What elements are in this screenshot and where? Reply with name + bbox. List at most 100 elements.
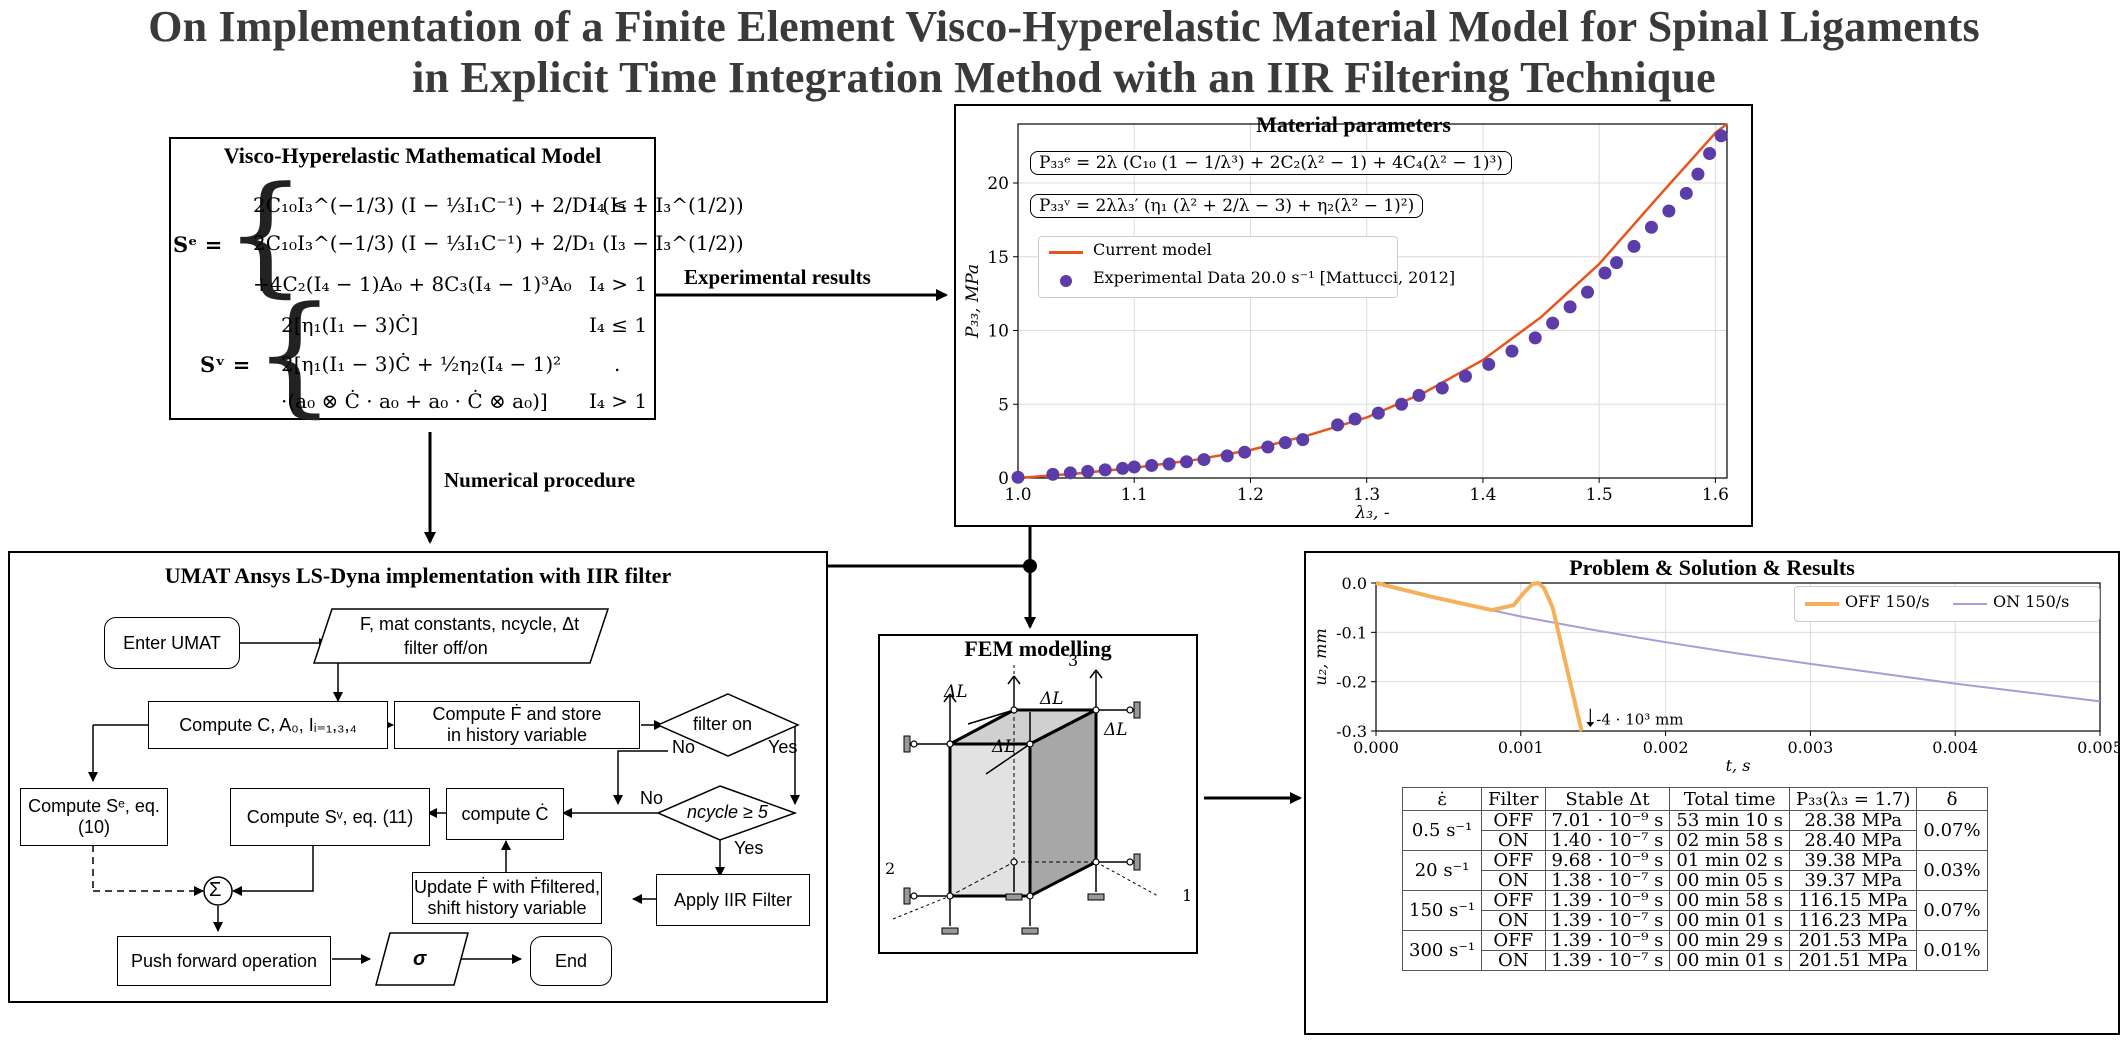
experimental-point [1714, 129, 1728, 143]
cell-delta: 0.07% [1916, 890, 1988, 931]
compute-fdot-node: Compute Ḟ and store in history variable [394, 701, 640, 749]
update-line-2: shift history variable [427, 898, 587, 918]
x-tick-label: 1.3 [1353, 485, 1380, 505]
filter-on-label: filter on [693, 714, 753, 734]
compute-cdot-node: compute Ċ [446, 788, 564, 840]
experimental-point [1546, 316, 1560, 330]
title-line-1: On Implementation of a Finite Element Vi… [148, 2, 1980, 51]
cell-filter: OFF [1481, 930, 1546, 951]
cell-dt: 1.40 · 10⁻⁷ s [1544, 830, 1671, 851]
experimental-point [1098, 463, 1112, 477]
cell-dt: 1.38 · 10⁻⁷ s [1544, 870, 1671, 891]
se-row-3: +4C₂(I₄ − 1)A₀ + 8C₃(I₄ − 1)³A₀ [253, 272, 572, 296]
legend-on-label: ON 150/s [1993, 592, 2070, 611]
x-tick-label: 1.5 [1586, 485, 1613, 505]
se-row-2: 2C₁₀I₃^(−1/3) (I − ⅓I₁C⁻¹) + 2/D₁ (I₃ − … [253, 231, 744, 255]
x-axis-label: λ₃, - [1354, 503, 1389, 523]
experimental-point [1644, 220, 1658, 234]
compute-fdot-line-1: Compute Ḟ and store [432, 704, 602, 724]
fem-axis-1: 1 [1182, 886, 1193, 905]
input-line-2: filter off/on [404, 638, 488, 658]
sigma-output: σ [413, 948, 427, 970]
cell-dt: 1.39 · 10⁻⁷ s [1544, 950, 1671, 971]
y-axis-label: u₂, mm [1311, 628, 1330, 685]
cell-p: 28.40 MPa [1789, 830, 1918, 851]
ncycle-no-label: No [640, 788, 664, 808]
compute-c-node: Compute C, A₀, Iᵢ₌₁,₃,₄ [148, 701, 388, 749]
x-tick-label: 0.005 [2077, 738, 2120, 757]
model-box-heading: Visco-Hyperelastic Mathematical Model [223, 143, 602, 168]
cell-p: 116.23 MPa [1789, 910, 1918, 931]
sv-row-1: 2[η₁(I₁ − 3)Ċ] [281, 313, 419, 337]
fem-dl-1: ΔL [944, 682, 968, 702]
cell-rate: 150 s⁻¹ [1401, 890, 1483, 931]
sv-row-1-cond: I₄ ≤ 1 [589, 313, 648, 337]
se-row-1: 2C₁₀I₃^(−1/3) (I − ⅓I₁C⁻¹) + 2/D₁ (I₃ − … [253, 193, 744, 217]
plot-frame [1017, 123, 1728, 479]
on-150-curve [1375, 582, 2101, 703]
cell-time: 01 min 02 s [1669, 850, 1791, 871]
sv-label: Sᵛ = [200, 352, 251, 377]
experimental-point [1703, 147, 1717, 160]
cell-time: 53 min 10 s [1669, 810, 1791, 831]
experimental-point [1458, 369, 1472, 383]
cell-time: 00 min 29 s [1669, 930, 1791, 951]
cell-filter: OFF [1481, 890, 1546, 911]
y-tick-label: 5 [998, 395, 1009, 415]
se-row-3-cond: I₄ > 1 [589, 272, 648, 296]
fem-axis-2: 2 [885, 859, 896, 878]
table-row: ON 1.40 · 10⁻⁷ s 02 min 58 s 28.40 MPa [1403, 830, 1988, 851]
table-row: 150 s⁻¹ OFF 1.39 · 10⁻⁹ s 00 min 58 s 11… [1401, 890, 1988, 931]
experimental-point [1598, 266, 1612, 280]
header-filter: Filter [1481, 787, 1546, 811]
table-row: ON 1.38 · 10⁻⁷ s 00 min 05 s 39.37 MPa [1403, 870, 1988, 891]
eq-p33-elastic: P₃₃ᵉ = 2λ (C₁₀ (1 − 1/λ³) + 2C₂(λ² − 1) … [1030, 151, 1512, 175]
x-tick-label: 0.003 [1787, 738, 1833, 757]
cell-filter: OFF [1481, 850, 1546, 871]
fem-heading: FEM modelling [964, 636, 1112, 661]
experimental-point [1610, 256, 1624, 270]
input-line-1: F, mat constants, ncycle, Δt [360, 614, 580, 634]
y-tick-label: -0.2 [1336, 673, 1367, 692]
cell-p: 116.15 MPa [1789, 890, 1918, 911]
y-tick-label: -0.1 [1336, 623, 1367, 642]
y-tick-label: 0 [998, 469, 1009, 489]
umat-flow-lines [88, 608, 800, 986]
experimental-point [1662, 204, 1676, 218]
experimental-point [1348, 412, 1362, 426]
ncycle-yes-label: Yes [734, 838, 764, 858]
x-tick-label: 0.000 [1353, 738, 1399, 757]
se-row-1-cond: I₄ ≤ 1 [589, 193, 648, 217]
cell-time: 00 min 05 s [1669, 870, 1791, 891]
experimental-point [1081, 464, 1095, 478]
sv-row-2-dot: . [614, 352, 621, 376]
x-tick-label: 1.0 [1004, 485, 1031, 505]
cell-dt: 1.39 · 10⁻⁷ s [1544, 910, 1671, 931]
experimental-point [1046, 467, 1060, 481]
experimental-point [1371, 406, 1385, 420]
experimental-point [1296, 433, 1310, 447]
model-curve [1017, 123, 1728, 480]
cell-dt: 1.39 · 10⁻⁹ s [1544, 930, 1671, 951]
umat-heading: UMAT Ansys LS-Dyna implementation with I… [164, 563, 672, 588]
displacement-chart: 0.000 0.001 0.002 0.003 0.004 0.005 0.0 -0.1 -0.… [1311, 574, 2120, 775]
cell-time: 02 min 58 s [1669, 830, 1791, 851]
experimental-point [1627, 239, 1641, 253]
table-row: ON 1.39 · 10⁻⁷ s 00 min 01 s 201.51 MPa [1403, 950, 1988, 971]
experimental-point [1482, 357, 1496, 371]
header-total-time: Total time [1669, 787, 1791, 811]
annotation-label: -4 · 10³ mm [1596, 711, 1683, 729]
sv-row-3: ·(a₀ ⊗ Ċ · a₀ + a₀ · Ċ ⊗ a₀)] [281, 389, 548, 413]
x-tick-label: 0.002 [1643, 738, 1689, 757]
sum-symbol: Σ [209, 879, 222, 901]
cell-dt: 9.68 · 10⁻⁹ s [1544, 850, 1671, 871]
experimental-point [1528, 331, 1542, 345]
cell-rate: 20 s⁻¹ [1401, 850, 1483, 891]
table-row: 0.5 s⁻¹ OFF 7.01 · 10⁻⁹ s 53 min 10 s 28… [1401, 810, 1988, 851]
cell-p: 201.53 MPa [1789, 930, 1918, 951]
y-tick-label: 0.0 [1342, 574, 1367, 593]
header-p33: P₃₃(λ₃ = 1.7) [1789, 787, 1918, 811]
cell-filter: OFF [1481, 810, 1546, 831]
filter-yes-label: Yes [768, 737, 798, 757]
